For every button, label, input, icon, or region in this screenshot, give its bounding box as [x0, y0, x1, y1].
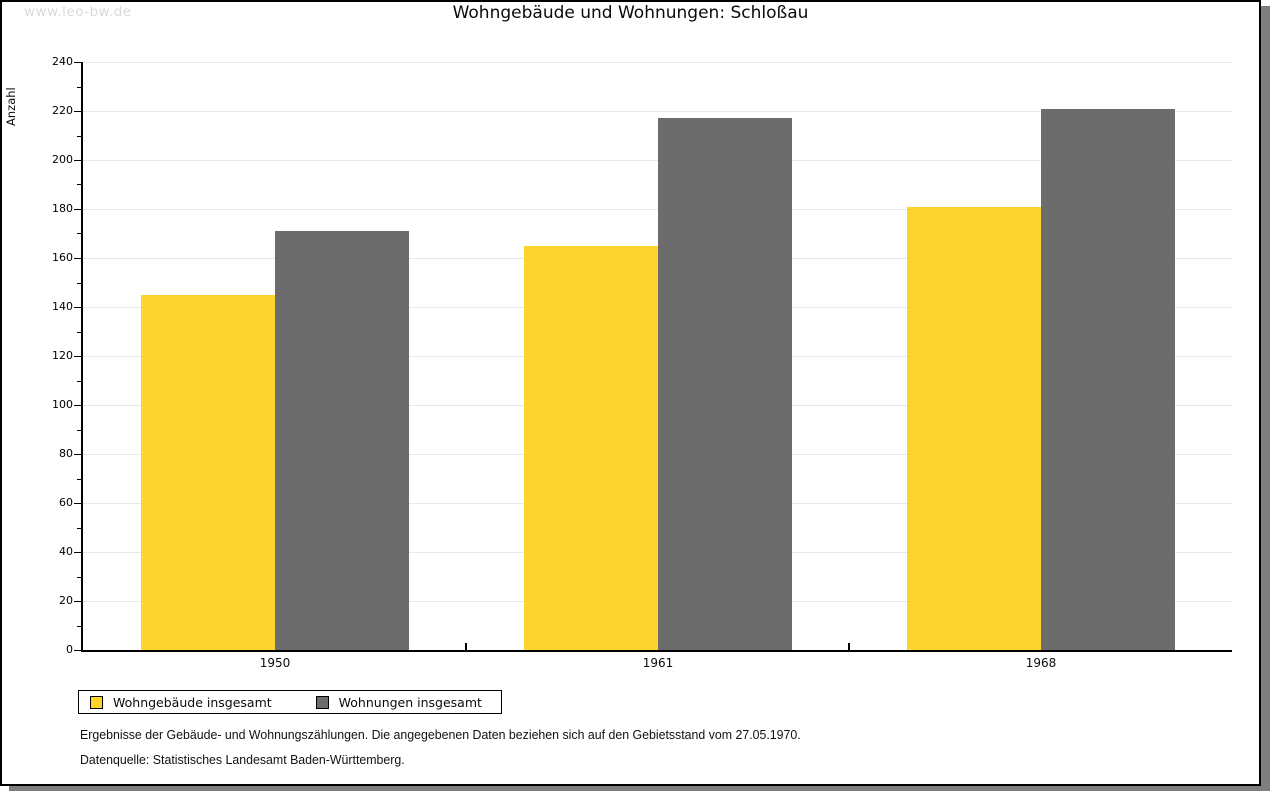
- chart-title: Wohngebäude und Wohnungen: Schloßau: [452, 3, 809, 23]
- y-tick-minor: [77, 136, 81, 137]
- y-tick-major: [74, 258, 81, 259]
- bar-wohngebaeude-1968: [907, 207, 1041, 650]
- y-axis-tick-labels: 0 20 40 60 80 100 120 140 160 180 200 220 240: [0, 56, 73, 656]
- y-tick-label: 100: [52, 398, 73, 411]
- y-tick-label: 160: [52, 251, 73, 264]
- y-tick-label: 220: [52, 104, 73, 117]
- legend-label-wohngebaeude: Wohngebäude insgesamt: [113, 694, 272, 710]
- legend-label-wohnungen: Wohnungen insgesamt: [338, 694, 482, 710]
- y-tick-major: [74, 454, 81, 455]
- plot-area: [83, 62, 1232, 650]
- bar-wohnungen-1950: [275, 231, 409, 650]
- y-tick-label: 240: [52, 55, 73, 68]
- y-tick-major: [74, 209, 81, 210]
- legend-swatch-gray: [315, 695, 329, 709]
- x-axis-tick: [848, 643, 850, 650]
- y-tick-major: [74, 307, 81, 308]
- y-tick-label: 140: [52, 300, 73, 313]
- x-axis-label: 1950: [259, 656, 291, 670]
- y-tick-label: 120: [52, 349, 73, 362]
- y-tick-minor: [77, 479, 81, 480]
- y-tick-major: [74, 601, 81, 602]
- y-tick-label: 40: [59, 545, 73, 558]
- y-tick-minor: [77, 87, 81, 88]
- bar-wohngebaeude-1950: [141, 295, 275, 650]
- y-tick-major: [74, 160, 81, 161]
- y-tick-minor: [77, 430, 81, 431]
- y-tick-major: [74, 503, 81, 504]
- y-tick-minor: [77, 626, 81, 627]
- gridline: [83, 209, 1232, 210]
- y-tick-label: 20: [59, 594, 73, 607]
- y-tick-minor: [77, 577, 81, 578]
- x-axis-labels: 1950 1961 1968: [83, 656, 1232, 672]
- watermark: www.leo-bw.de: [24, 4, 132, 20]
- legend-item-wohnungen: Wohnungen insgesamt: [315, 694, 482, 710]
- y-tick-minor: [77, 528, 81, 529]
- gridline: [83, 160, 1232, 161]
- y-axis-ticks: [74, 62, 81, 652]
- y-tick-label: 60: [59, 496, 73, 509]
- y-tick-minor: [77, 184, 81, 185]
- y-axis-line: [81, 62, 83, 652]
- y-tick-major: [74, 111, 81, 112]
- y-tick-major: [74, 552, 81, 553]
- y-tick-major: [74, 405, 81, 406]
- gridline: [83, 62, 1232, 63]
- bar-wohnungen-1968: [1041, 109, 1175, 650]
- y-tick-minor: [77, 283, 81, 284]
- legend: Wohngebäude insgesamt Wohnungen insgesam…: [78, 690, 502, 714]
- x-axis-line: [81, 650, 1232, 652]
- y-tick-label: 0: [66, 643, 73, 656]
- footnote-datasource: Datenquelle: Statistisches Landesamt Bad…: [80, 752, 405, 767]
- gridline: [83, 111, 1232, 112]
- bar-wohnungen-1961: [658, 118, 792, 650]
- bar-wohngebaeude-1961: [524, 246, 658, 650]
- x-axis-label: 1968: [1025, 656, 1057, 670]
- x-axis-tick: [465, 643, 467, 650]
- legend-item-wohngebaeude: Wohngebäude insgesamt: [90, 695, 272, 710]
- y-tick-minor: [77, 332, 81, 333]
- y-tick-label: 200: [52, 153, 73, 166]
- y-tick-major: [74, 62, 81, 63]
- y-tick-major: [74, 650, 81, 651]
- legend-swatch-yellow: [90, 695, 103, 709]
- y-tick-label: 80: [59, 447, 73, 460]
- y-tick-major: [74, 356, 81, 357]
- footnote-source-note: Ergebnisse der Gebäude- und Wohnungszähl…: [80, 727, 801, 742]
- y-tick-minor: [77, 233, 81, 234]
- x-axis-label: 1961: [642, 656, 674, 670]
- y-tick-minor: [77, 381, 81, 382]
- y-tick-label: 180: [52, 202, 73, 215]
